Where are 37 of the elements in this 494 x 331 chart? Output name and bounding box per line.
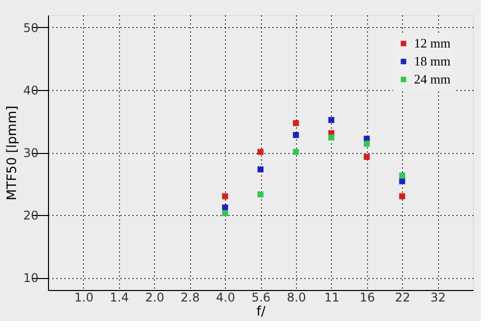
x-tick-label: 1.4 bbox=[110, 290, 129, 304]
x-tick-label: 16 bbox=[360, 290, 375, 304]
x-tick-label: 5.6 bbox=[251, 290, 271, 304]
point bbox=[222, 210, 228, 216]
y-tick-label: 20 bbox=[23, 208, 38, 222]
legend-label: 24 mm bbox=[414, 72, 450, 86]
point bbox=[222, 204, 228, 210]
y-tick-label: 10 bbox=[23, 271, 38, 285]
x-tick-label: 32 bbox=[430, 290, 446, 304]
x-tick-label: 1.0 bbox=[74, 290, 94, 304]
point bbox=[292, 120, 299, 126]
point bbox=[222, 193, 228, 200]
y-tick-label: 30 bbox=[23, 146, 38, 160]
y-axis-title: MTF50 [lpmm] bbox=[5, 106, 20, 200]
point bbox=[399, 172, 406, 179]
point bbox=[258, 166, 264, 172]
x-tick-label: 2.8 bbox=[180, 290, 200, 304]
point bbox=[328, 134, 334, 140]
point bbox=[292, 148, 299, 155]
y-tick-label: 50 bbox=[23, 21, 38, 35]
legend-label: 18 mm bbox=[414, 54, 450, 68]
point bbox=[399, 193, 406, 200]
x-tick-label: 11 bbox=[324, 290, 340, 304]
point bbox=[292, 132, 299, 138]
legend-label: 12 mm bbox=[414, 36, 450, 50]
x-tick-label: 22 bbox=[395, 290, 410, 304]
point bbox=[258, 191, 264, 198]
y-tick-label: 40 bbox=[23, 84, 38, 98]
x-tick-label: 4.0 bbox=[216, 290, 236, 304]
x-axis-title: f/ bbox=[256, 304, 266, 320]
point bbox=[364, 154, 370, 160]
point bbox=[328, 117, 334, 123]
point bbox=[364, 140, 370, 147]
x-tick-label: 8.0 bbox=[286, 290, 306, 304]
point bbox=[399, 178, 406, 184]
point bbox=[258, 148, 264, 155]
x-tick-label: 2.0 bbox=[145, 290, 164, 304]
